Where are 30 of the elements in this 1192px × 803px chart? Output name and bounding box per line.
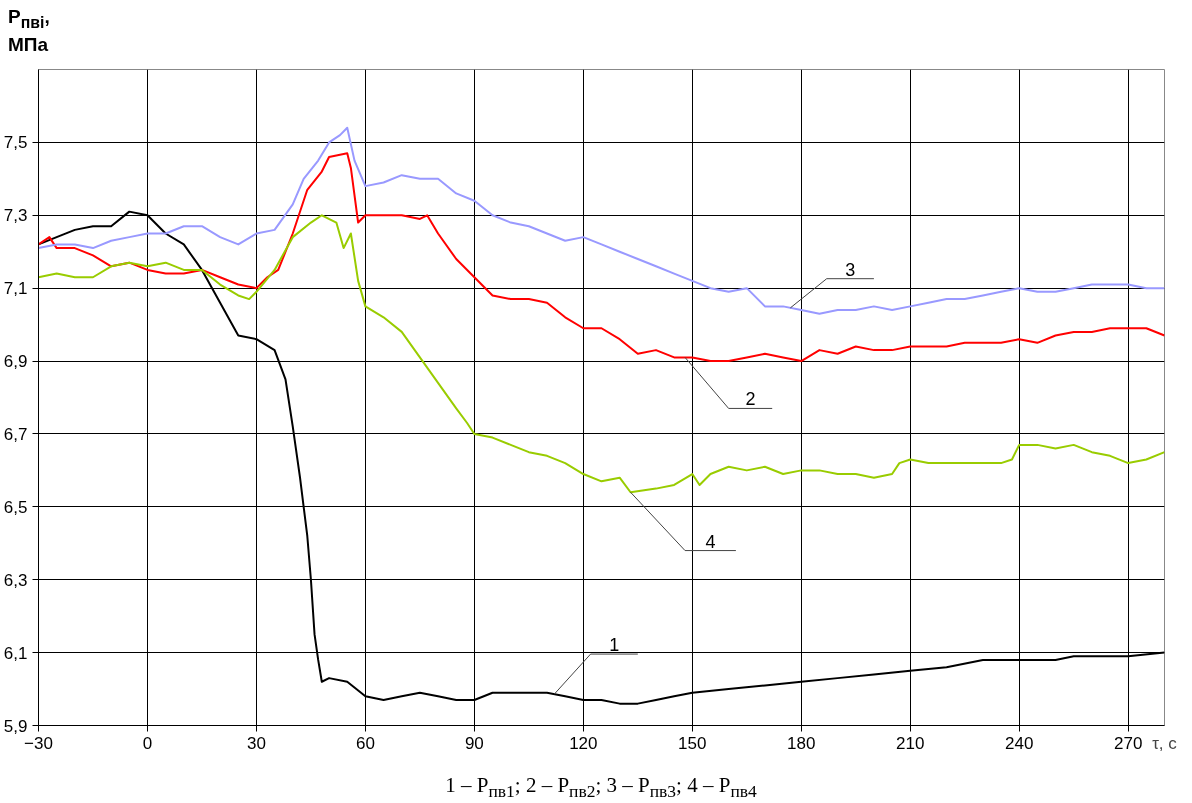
- series-label: 3: [845, 259, 856, 280]
- y-tick-label: 6,1: [3, 643, 28, 663]
- x-tick-label: 270: [1114, 733, 1143, 753]
- x-tick-label: 210: [896, 733, 925, 753]
- x-tick-label: 90: [464, 733, 484, 753]
- y-tick-label: 6,5: [3, 497, 28, 517]
- line-series: [38, 152, 1165, 363]
- y-tick-label: 7,5: [3, 133, 28, 153]
- y-tick-label: 6,7: [3, 424, 28, 444]
- x-tick-label: 120: [569, 733, 598, 753]
- y-tick-label: 6,3: [3, 570, 28, 590]
- x-tick-label: 180: [787, 733, 816, 753]
- x-tick-label: 150: [678, 733, 707, 753]
- y-tick-label: 7,3: [3, 206, 28, 226]
- x-axis-title: τ, с: [1152, 733, 1178, 753]
- x-tick-label: 30: [246, 733, 266, 753]
- text: 4: [705, 531, 716, 552]
- text: 1: [609, 635, 620, 656]
- y-tick-label: 6,9: [3, 352, 28, 372]
- x-tick-label: 240: [1005, 733, 1034, 753]
- x-tick-label: 0: [142, 733, 153, 753]
- x-tick-label: −30: [24, 733, 53, 753]
- y-axis-title: P$_{пві}$, МПа: [8, 5, 51, 58]
- text: 1 – P$_{пв1}$; 2 – P$_{пв2}$; 3 – P$_{пв3}$; 4 – P$_{пв4}$: [445, 772, 757, 803]
- line-series: [38, 214, 1165, 494]
- line-series: [38, 126, 1165, 315]
- series-label: 2: [745, 389, 756, 410]
- y-tick-label: 5,9: [3, 716, 28, 736]
- y-tick-label: 7,1: [3, 279, 28, 299]
- x-tick-label: 60: [355, 733, 375, 753]
